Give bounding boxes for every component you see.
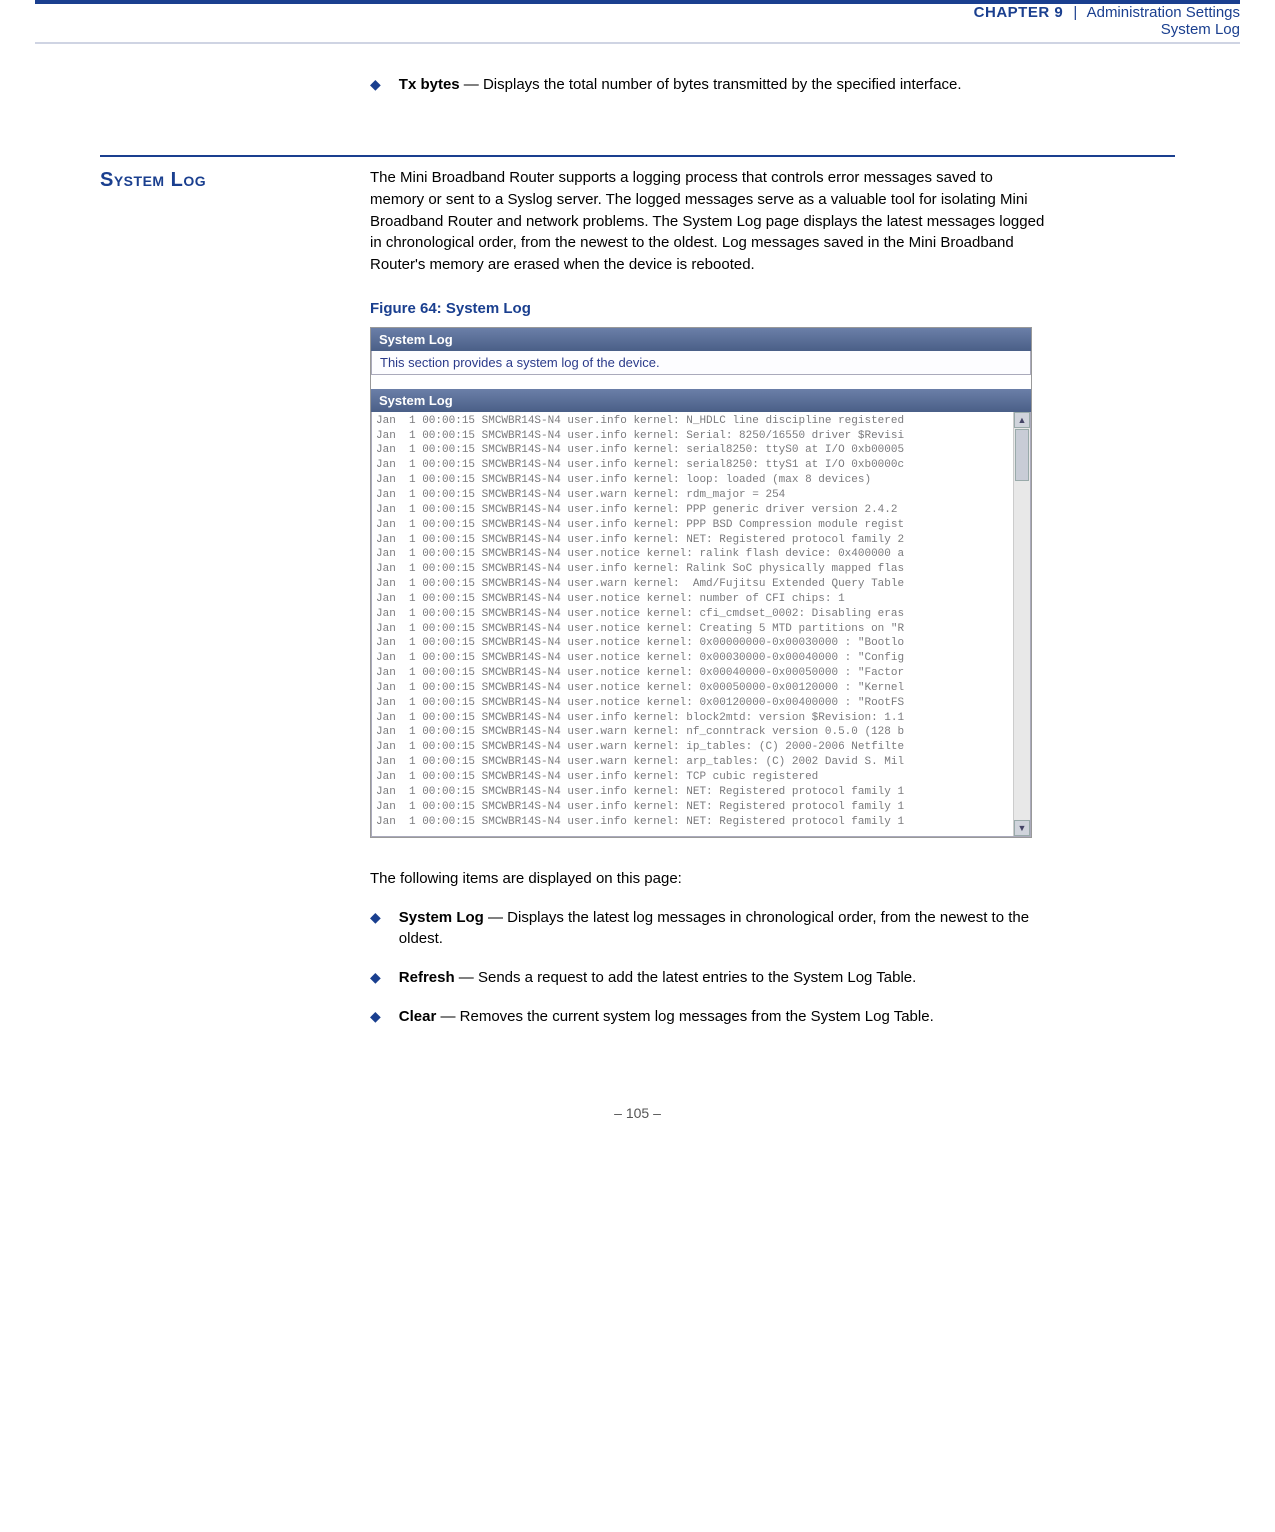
screenshot-description: This section provides a system log of th… <box>371 351 1031 375</box>
chapter-label: CHAPTER 9 <box>974 4 1064 21</box>
bullet-text: Refresh — Sends a request to add the lat… <box>399 967 1050 988</box>
bullet-item: ◆ System Log — Displays the latest log me… <box>370 907 1050 949</box>
bullet-desc: — Sends a request to add the latest entr… <box>455 969 917 986</box>
screenshot-titlebar-2: System Log <box>371 389 1031 412</box>
bullet-item: ◆ Clear — Removes the current system log … <box>370 1006 1050 1027</box>
section-rule <box>100 155 1175 157</box>
bullet-term: System Log <box>399 909 484 926</box>
bullet-term: Tx bytes <box>399 76 460 93</box>
section-title: System Log <box>100 167 370 192</box>
header-section: Administration Settings <box>1087 4 1240 21</box>
intro-paragraph: The Mini Broadband Router supports a log… <box>370 167 1050 276</box>
content-area: ◆ Tx bytes — Displays the total number o… <box>100 74 1175 1045</box>
page-footer: – 105 – <box>0 1105 1275 1121</box>
following-text: The following items are displayed on thi… <box>370 868 1050 889</box>
figure-caption: Figure 64: System Log <box>370 300 1050 317</box>
diamond-icon: ◆ <box>370 76 381 93</box>
system-log-screenshot: System Log This section provides a syste… <box>370 327 1032 838</box>
section-body: The Mini Broadband Router supports a log… <box>370 167 1050 1045</box>
bullet-item: ◆ Refresh — Sends a request to add the la… <box>370 967 1050 988</box>
scroll-thumb[interactable] <box>1015 429 1029 481</box>
bullet-term: Clear <box>399 1008 437 1025</box>
screenshot-titlebar-1: System Log <box>371 328 1031 351</box>
log-lines: Jan 1 00:00:15 SMCWBR14S-N4 user.info ke… <box>372 412 1030 836</box>
tx-bytes-block: ◆ Tx bytes — Displays the total number o… <box>370 74 1050 95</box>
header-separator: | <box>1067 4 1083 21</box>
section-row: System Log The Mini Broadband Router sup… <box>100 167 1175 1045</box>
header-subsection: System Log <box>35 21 1240 38</box>
scroll-down-icon[interactable]: ▼ <box>1014 820 1030 836</box>
bullet-text: System Log — Displays the latest log mes… <box>399 907 1050 949</box>
bullet-term: Refresh <box>399 969 455 986</box>
bullet-desc: — Displays the total number of bytes tra… <box>460 76 962 93</box>
bullet-text: Clear — Removes the current system log m… <box>399 1006 1050 1027</box>
header-line-1: CHAPTER 9 | Administration Settings <box>35 4 1240 21</box>
screenshot-gap <box>371 375 1031 389</box>
log-box: Jan 1 00:00:15 SMCWBR14S-N4 user.info ke… <box>371 412 1031 837</box>
diamond-icon: ◆ <box>370 909 381 926</box>
scroll-up-icon[interactable]: ▲ <box>1014 412 1030 428</box>
scrollbar[interactable]: ▲ ▼ <box>1013 412 1030 836</box>
bullet-text: Tx bytes — Displays the total number of … <box>399 74 1050 95</box>
page-header: CHAPTER 9 | Administration Settings Syst… <box>35 4 1240 40</box>
header-under-rule <box>35 42 1240 44</box>
diamond-icon: ◆ <box>370 969 381 986</box>
bullet-desc: — Displays the latest log messages in ch… <box>399 909 1029 947</box>
bullet-desc: — Removes the current system log message… <box>436 1008 933 1025</box>
document-page: CHAPTER 9 | Administration Settings Syst… <box>0 0 1275 1161</box>
bullet-tx-bytes: ◆ Tx bytes — Displays the total number o… <box>370 74 1050 95</box>
diamond-icon: ◆ <box>370 1008 381 1025</box>
bullets-list: ◆ System Log — Displays the latest log me… <box>370 907 1050 1027</box>
